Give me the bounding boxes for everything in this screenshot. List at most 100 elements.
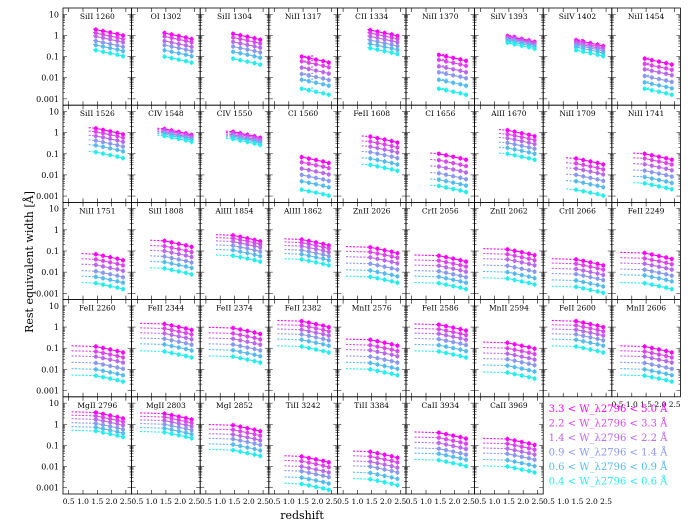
data-point <box>299 323 304 328</box>
data-point <box>664 277 669 282</box>
data-point <box>245 59 250 64</box>
data-point <box>238 343 243 348</box>
data-point <box>451 73 456 78</box>
data-point <box>326 71 331 76</box>
data-point <box>115 349 120 354</box>
data-point <box>93 274 98 279</box>
data-point <box>464 287 469 292</box>
data-point <box>169 32 174 37</box>
data-point <box>581 189 586 194</box>
data-point <box>306 339 311 344</box>
data-point <box>669 86 674 91</box>
data-point <box>183 35 188 40</box>
data-point <box>245 140 250 145</box>
series-dashed-extension <box>150 244 165 247</box>
series-dashed-extension <box>507 36 515 39</box>
data-point <box>595 165 600 170</box>
data-point <box>601 267 606 272</box>
data-point <box>183 248 188 253</box>
data-point <box>252 240 257 245</box>
series-dashed-extension <box>483 264 508 267</box>
data-point <box>574 261 579 266</box>
data-point <box>115 378 120 383</box>
data-point <box>532 151 537 156</box>
data-point <box>169 323 174 328</box>
series-dashed-extension <box>551 262 577 265</box>
data-point <box>115 147 120 152</box>
data-point <box>258 239 263 244</box>
data-point <box>368 28 373 33</box>
series-dashed-extension <box>140 337 165 340</box>
data-point <box>245 42 250 47</box>
panel: SiIV 1393 <box>474 7 544 106</box>
data-point <box>238 237 243 242</box>
data-point <box>458 175 463 180</box>
panel-frame <box>405 7 475 106</box>
data-point <box>313 89 318 94</box>
panel-frame <box>336 299 407 398</box>
y-tick-label: 0.001 <box>36 95 59 104</box>
data-point <box>458 62 463 67</box>
data-point <box>649 257 654 262</box>
data-point <box>532 253 537 258</box>
series-dashed-extension <box>208 355 234 358</box>
data-point <box>368 46 373 51</box>
data-point <box>595 160 600 165</box>
data-point <box>313 260 318 265</box>
data-point <box>299 59 304 64</box>
data-point <box>389 42 394 47</box>
data-point <box>526 145 531 150</box>
data-point <box>252 54 257 59</box>
data-point <box>526 268 531 273</box>
data-point <box>512 137 517 142</box>
data-point <box>649 252 654 257</box>
data-point <box>375 29 380 34</box>
data-point <box>183 59 188 64</box>
data-point <box>93 360 98 365</box>
data-point <box>436 171 441 176</box>
panel-label: FeII 2260 <box>79 304 116 313</box>
data-point <box>231 348 236 353</box>
series-dashed-extension <box>576 40 584 43</box>
data-point <box>108 37 113 42</box>
data-point <box>581 174 586 179</box>
data-point <box>176 34 181 39</box>
data-point <box>656 184 661 189</box>
series-dashed-extension <box>150 239 165 242</box>
data-point <box>108 370 113 375</box>
data-point <box>512 253 517 258</box>
y-tick-label: 1 <box>54 323 59 332</box>
data-point <box>382 137 387 142</box>
data-point <box>519 43 524 48</box>
data-point <box>176 263 181 268</box>
data-point <box>451 67 456 72</box>
data-point <box>306 333 311 338</box>
data-point <box>183 43 188 48</box>
data-point <box>121 149 126 154</box>
data-point <box>588 281 593 286</box>
series-dashed-extension <box>81 281 96 284</box>
data-point <box>321 256 326 261</box>
data-point <box>649 58 654 63</box>
data-point <box>326 77 331 82</box>
data-point <box>464 92 469 97</box>
data-point <box>176 247 181 252</box>
data-point <box>581 268 586 273</box>
data-point <box>436 70 441 75</box>
data-point <box>375 35 380 40</box>
data-point <box>231 137 236 142</box>
data-point <box>93 138 98 143</box>
data-point <box>505 263 510 268</box>
series-dashed-extension <box>551 279 577 282</box>
data-point <box>189 139 194 144</box>
data-point <box>183 253 188 258</box>
data-point <box>375 164 380 169</box>
data-point <box>258 360 263 365</box>
series-dashed-extension <box>284 258 302 260</box>
data-point <box>526 261 531 266</box>
data-point <box>231 44 236 49</box>
data-point <box>642 162 647 167</box>
y-tick-label: 0.1 <box>46 53 59 62</box>
data-point <box>375 157 380 162</box>
data-point <box>169 56 174 61</box>
